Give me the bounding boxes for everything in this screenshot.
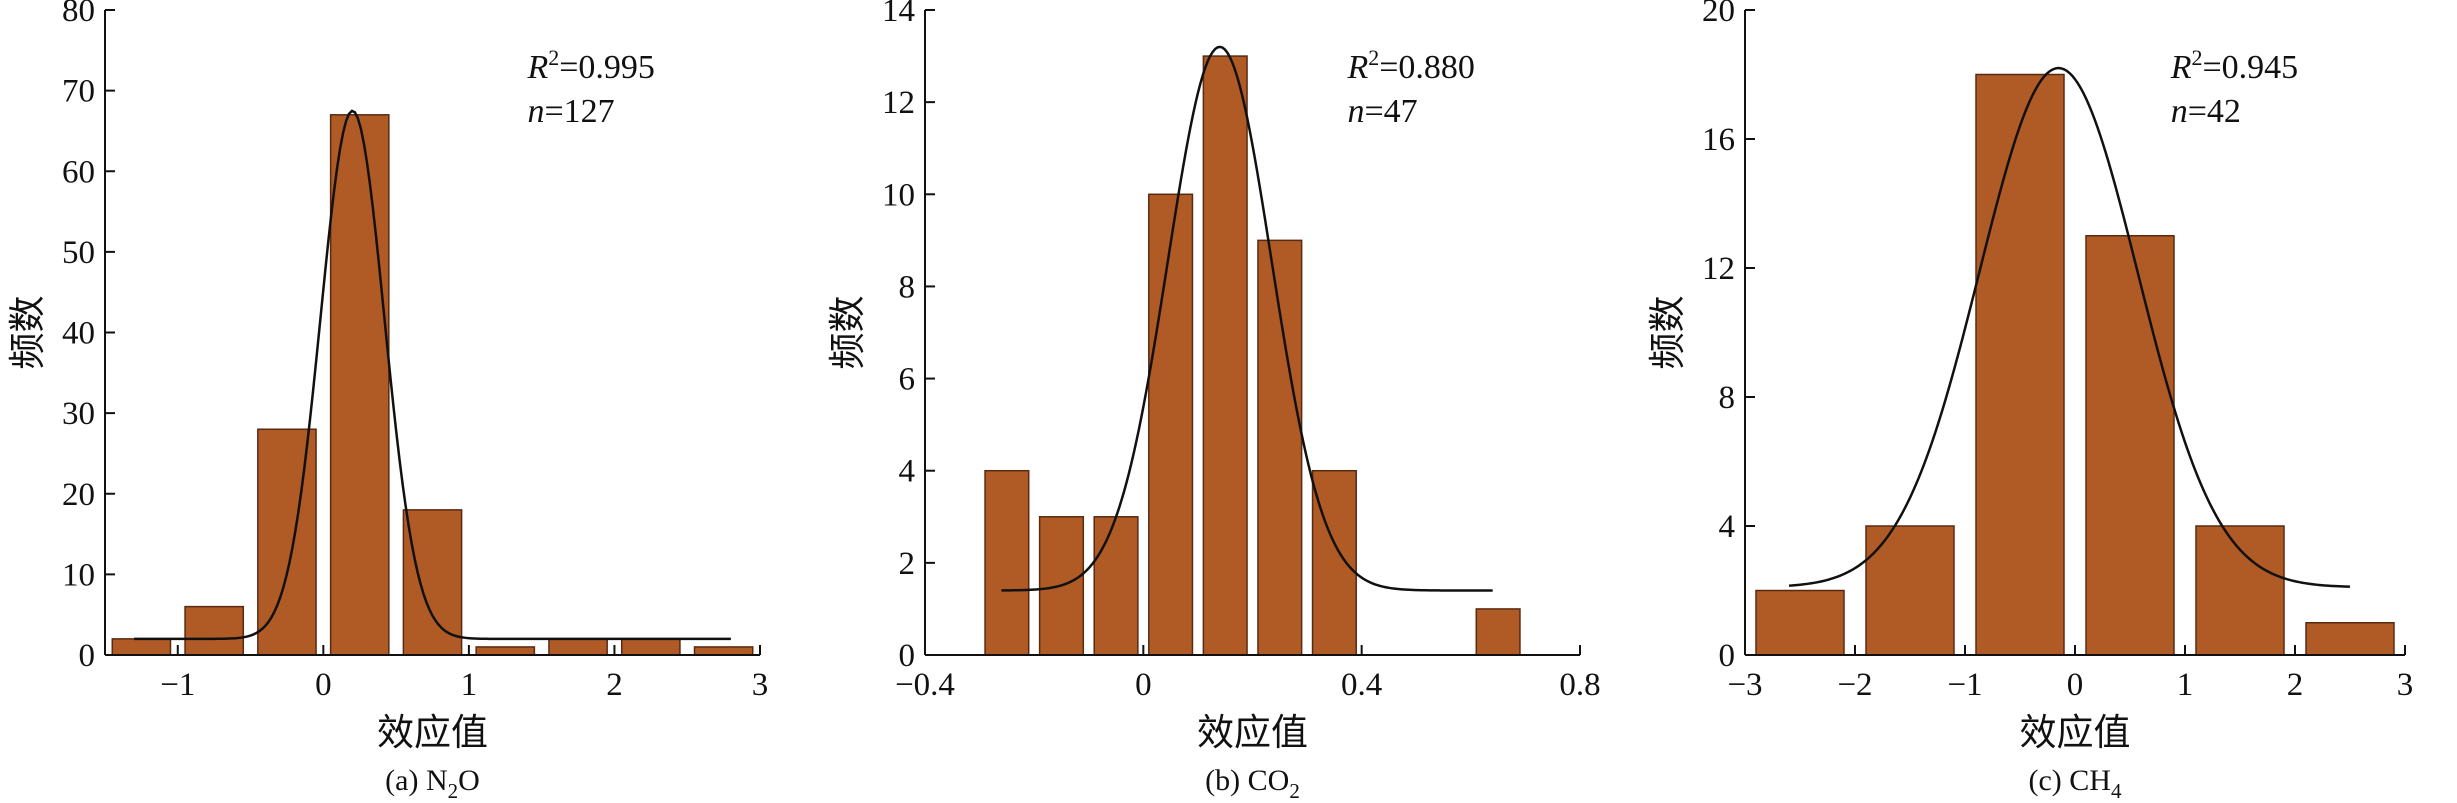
panel-a-y-label: 频数 [7, 296, 49, 370]
panel-a-n-stat: n=127 [527, 93, 614, 130]
panel-b-bar-7 [1475, 608, 1521, 656]
panel-a-ytick-label-6: 60 [62, 154, 95, 190]
panel-a-ytick-label-7: 70 [62, 74, 95, 110]
panel-c-fit-curve [1788, 66, 2351, 588]
panel-b-ytick-label-3: 6 [899, 362, 916, 398]
panel-b-xtick-label-0: −0.4 [895, 667, 955, 703]
panel-a-ytick-label-5: 50 [62, 235, 95, 271]
panel-c-xtick-label-1: −2 [1837, 667, 1872, 703]
panel-c-r2-stat: R2=0.945 [2170, 45, 2298, 86]
panel-a-x-label: 效应值 [377, 712, 488, 754]
panel-c-bar-2 [1975, 73, 2065, 656]
panel-c-ytick-label-0: 0 [1719, 638, 1736, 674]
panel-a-xtick-label-2: 1 [461, 667, 478, 703]
panel-c-caption: (c) CH4 [2029, 764, 2122, 803]
panel-b-ytick-label-1: 2 [899, 546, 916, 582]
panel-c-n-stat: n=42 [2171, 93, 2241, 130]
panel-a-bar-6 [548, 638, 608, 656]
panel-c-xtick-label-6: 3 [2397, 667, 2414, 703]
panel-c-x-label: 效应值 [2020, 712, 2131, 754]
panel-b-y-label: 频数 [827, 296, 869, 370]
panel-b-bar-4 [1202, 55, 1248, 656]
panel-c-xtick-label-4: 1 [2177, 667, 2194, 703]
panel-a-bar-5 [475, 646, 536, 656]
panel-c-xtick-label-2: −1 [1947, 667, 1982, 703]
panel-c-bar-5 [2305, 622, 2395, 656]
panel-b-bar-5 [1257, 239, 1303, 656]
panel-a-bar-3 [329, 114, 390, 656]
panel-b-n-stat: n=47 [1347, 93, 1417, 130]
panel-c-bar-0 [1755, 589, 1845, 656]
panel-c-ytick-label-4: 16 [1702, 122, 1735, 158]
panel-b-xtick-label-1: 0 [1135, 667, 1152, 703]
panel-b-xtick-label-2: 0.4 [1341, 667, 1382, 703]
panel-a-fit-curve [134, 109, 731, 641]
panel-b-bar-6 [1311, 469, 1357, 656]
panel-c-ytick-label-1: 4 [1719, 509, 1736, 545]
panel-b-ytick-label-2: 4 [899, 454, 916, 490]
panel-b-caption: (b) CO2 [1205, 764, 1300, 803]
panel-c-ytick-label-2: 8 [1719, 380, 1736, 416]
panel-c-xtick-label-3: 0 [2067, 667, 2084, 703]
panel-a-xtick-label-1: 0 [315, 667, 332, 703]
panel-a-ytick-label-2: 20 [62, 477, 95, 513]
panel-c-bar-1 [1865, 525, 1955, 656]
panel-c-bar-3 [2085, 235, 2175, 656]
panel-a-ytick-label-4: 40 [62, 316, 95, 352]
panel-c-ytick-label-3: 12 [1702, 251, 1735, 287]
panel-c-bar-4 [2195, 525, 2285, 656]
panel-a-ytick-label-0: 0 [79, 638, 96, 674]
panel-b-ytick-label-5: 10 [882, 177, 915, 213]
panel-c-ytick-label-5: 20 [1702, 0, 1735, 29]
panel-a-bar-0 [111, 638, 172, 656]
panel-a-r2-stat: R2=0.995 [526, 45, 654, 86]
panel-a-bar-1 [184, 605, 245, 656]
panel-a-bar-7 [620, 638, 681, 656]
panel-a-ytick-label-8: 80 [62, 0, 95, 29]
panel-a-ytick-label-1: 10 [62, 557, 95, 593]
panel-c-xtick-label-5: 2 [2287, 667, 2304, 703]
panel-b-r2-stat: R2=0.880 [1346, 45, 1474, 86]
panel-b-ytick-label-4: 8 [899, 269, 916, 305]
panel-b-ytick-label-0: 0 [899, 638, 916, 674]
panel-b-x-label: 效应值 [1197, 712, 1308, 754]
panel-b-xtick-label-3: 0.8 [1559, 667, 1600, 703]
panel-b-bar-0 [984, 469, 1030, 656]
panel-a-xtick-label-3: 2 [606, 667, 623, 703]
panel-c-y-label: 频数 [1647, 296, 1689, 370]
panel-a-ytick-label-3: 30 [62, 396, 95, 432]
panel-a-chart: 0 10 20 30 40 50 60 70 80 −1 0 1 2 3 效应值 频数 (a) N2O R2=0.… [7, 0, 769, 803]
panel-a-caption: (a) N2O [385, 764, 480, 803]
panel-a-xtick-label-0: −1 [160, 667, 195, 703]
panel-a-xtick-label-4: 3 [752, 667, 769, 703]
panel-b-ytick-label-7: 14 [882, 0, 915, 29]
panel-a-bar-4 [402, 509, 463, 656]
panel-a-bar-8 [693, 646, 754, 656]
panel-b-bar-2 [1093, 516, 1139, 656]
panel-b-fit-curve [1001, 45, 1493, 592]
panel-c-xtick-label-0: −3 [1727, 667, 1762, 703]
panel-b-bar-3 [1148, 193, 1194, 656]
panel-b-ytick-label-6: 12 [882, 85, 915, 121]
panel-a-bar-2 [257, 428, 317, 656]
